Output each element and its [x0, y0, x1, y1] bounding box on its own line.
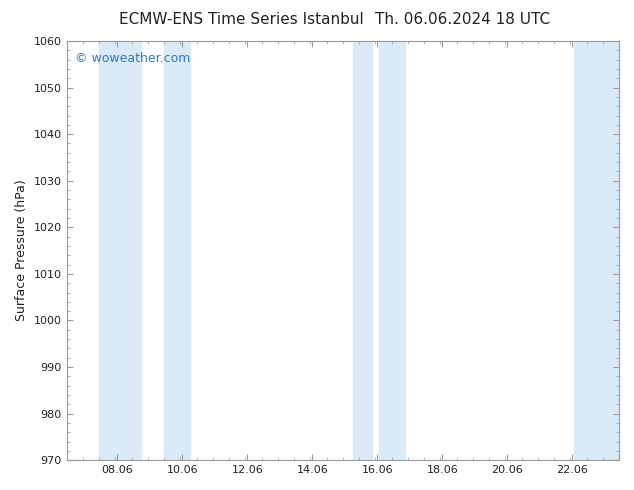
Bar — [99, 41, 141, 460]
Text: ECMW-ENS Time Series Istanbul: ECMW-ENS Time Series Istanbul — [119, 12, 363, 27]
Bar — [574, 41, 619, 460]
Bar — [164, 41, 190, 460]
Text: Th. 06.06.2024 18 UTC: Th. 06.06.2024 18 UTC — [375, 12, 550, 27]
Bar — [378, 41, 404, 460]
Text: © woweather.com: © woweather.com — [75, 51, 190, 65]
Bar — [353, 41, 372, 460]
Y-axis label: Surface Pressure (hPa): Surface Pressure (hPa) — [15, 180, 28, 321]
